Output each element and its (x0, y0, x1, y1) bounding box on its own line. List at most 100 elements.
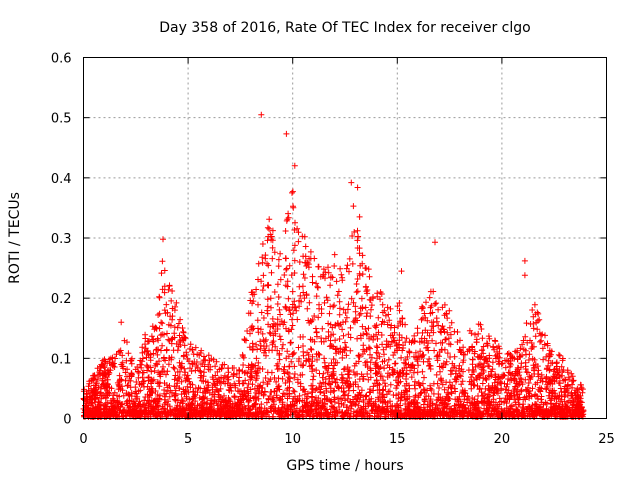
data-point (347, 405, 354, 412)
data-point (311, 313, 318, 319)
data-point (317, 389, 324, 396)
axes: 0 5 10 15 20 25 0 0.1 0.2 0.3 0.4 0.5 0.6 (51, 52, 615, 448)
data-point (304, 305, 311, 312)
data-point (276, 386, 283, 393)
data-point (489, 359, 496, 366)
data-point (221, 361, 228, 368)
data-point (491, 379, 498, 386)
data-point (167, 322, 174, 329)
data-point (216, 375, 222, 382)
data-point (110, 363, 117, 370)
data-point (289, 288, 296, 295)
data-point (366, 273, 373, 280)
data-point (537, 403, 544, 410)
data-point (324, 297, 331, 304)
data-point (471, 348, 478, 355)
data-point (284, 404, 291, 410)
data-point (124, 373, 130, 380)
data-point (527, 374, 534, 381)
data-point (343, 314, 350, 321)
data-point (426, 294, 433, 301)
data-point (134, 368, 141, 375)
data-point (280, 390, 287, 397)
data-point (390, 334, 397, 341)
data-point (269, 255, 276, 262)
data-point (401, 382, 408, 389)
data-point (355, 352, 362, 359)
data-point (178, 364, 185, 371)
data-point (290, 203, 296, 210)
data-point (354, 335, 361, 342)
data-point (171, 365, 178, 372)
data-point (267, 393, 273, 399)
data-point (201, 353, 207, 360)
data-point (300, 387, 306, 394)
data-point (86, 412, 93, 418)
data-point (139, 374, 146, 381)
data-point (220, 409, 227, 416)
data-point (491, 337, 498, 344)
data-point (267, 376, 274, 383)
data-point (483, 358, 490, 365)
data-point (378, 332, 385, 338)
data-point (386, 364, 393, 371)
data-point (119, 387, 126, 394)
data-point (390, 352, 397, 359)
data-point (303, 292, 310, 299)
data-point (437, 339, 444, 346)
data-point (531, 301, 538, 308)
data-point (557, 398, 564, 405)
data-point (486, 404, 493, 411)
data-point (154, 361, 161, 368)
data-point (176, 374, 183, 381)
data-point (366, 389, 373, 396)
data-point (286, 262, 293, 269)
data-point (353, 360, 360, 367)
data-point (163, 371, 169, 378)
data-point (171, 330, 178, 337)
data-point (171, 392, 178, 399)
data-point (89, 400, 96, 407)
data-point (474, 353, 481, 360)
data-point (274, 347, 281, 354)
data-point (137, 401, 144, 408)
data-point (239, 368, 246, 375)
data-point (281, 319, 288, 326)
data-point (406, 349, 413, 356)
data-point (156, 310, 163, 317)
data-point (116, 348, 123, 355)
data-point (156, 396, 163, 403)
data-point (275, 256, 282, 263)
data-point (319, 325, 326, 332)
data-point (470, 381, 477, 388)
data-point (259, 259, 266, 266)
y-tick-label: 0.2 (51, 292, 72, 307)
data-point (521, 272, 528, 279)
data-point (149, 323, 156, 330)
data-point (186, 406, 193, 413)
data-point (513, 407, 520, 414)
data-point (231, 365, 237, 371)
data-point (401, 359, 408, 366)
data-point (545, 392, 552, 399)
data-point (89, 409, 95, 416)
data-point (88, 390, 95, 397)
data-point (250, 298, 257, 305)
data-point (408, 400, 415, 407)
data-point (470, 368, 477, 375)
data-point (502, 364, 509, 371)
data-point (306, 299, 313, 306)
data-point (353, 281, 360, 287)
data-point (479, 347, 486, 353)
data-point (291, 162, 298, 169)
data-point (441, 312, 448, 319)
data-point (367, 374, 374, 381)
data-point (505, 369, 512, 376)
data-point (283, 305, 290, 312)
data-point (154, 351, 161, 358)
data-point (277, 311, 284, 318)
data-point (514, 370, 521, 377)
data-point (250, 325, 257, 332)
data-point (246, 410, 253, 417)
